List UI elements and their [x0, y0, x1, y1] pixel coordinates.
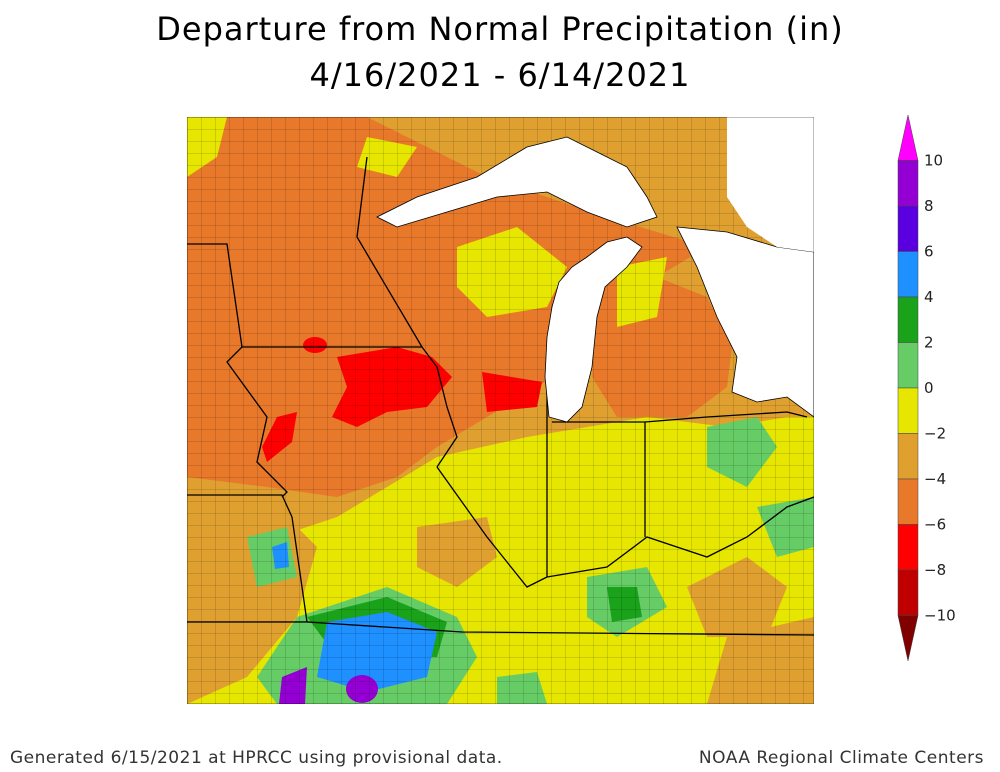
legend-bin: [897, 342, 919, 389]
legend-tick-label: 2: [924, 334, 934, 352]
map-title: Departure from Normal Precipitation (in): [156, 10, 844, 48]
legend-bin: [897, 478, 919, 525]
legend-bar: [897, 114, 919, 662]
legend-bin: [897, 205, 919, 252]
legend-tick-label: 4: [924, 288, 934, 306]
lake-huron-erie: [676, 226, 814, 418]
legend-tick-label: −2: [924, 425, 946, 443]
legend-tick-label: −8: [924, 561, 946, 579]
legend-tick-label: −4: [924, 470, 946, 488]
legend-bin: [897, 433, 919, 480]
legend-tick-label: 6: [924, 243, 934, 261]
map-date-range: 4/16/2021 - 6/14/2021: [309, 56, 691, 94]
legend-ticks: 10 8 6 4 2 0 −2 −4 −6 −8 −10: [924, 152, 956, 625]
lake-superior: [376, 136, 658, 228]
footer-source: NOAA Regional Climate Centers: [698, 748, 984, 768]
precipitation-map: [187, 117, 814, 704]
state-borders: [187, 156, 814, 636]
legend-tick-label: −6: [924, 516, 946, 534]
legend-bin: [897, 524, 919, 571]
canada-area: [727, 117, 814, 252]
legend-bin: [897, 387, 919, 434]
color-legend: 10 8 6 4 2 0 −2 −4 −6 −8 −10: [897, 114, 956, 662]
county-lines: [187, 117, 814, 704]
legend-bin: [897, 615, 919, 662]
legend-tick-label: 10: [924, 152, 943, 170]
legend-tick-label: −10: [924, 607, 956, 625]
legend-tick-label: 0: [924, 379, 934, 397]
legend-bin: [897, 251, 919, 298]
legend-tick-label: 8: [924, 197, 934, 215]
legend-bin: [897, 569, 919, 616]
legend-bin: [897, 160, 919, 207]
footer-generated: Generated 6/15/2021 at HPRCC using provi…: [10, 748, 503, 768]
legend-bin: [897, 114, 919, 161]
lake-michigan: [544, 236, 643, 423]
legend-bin: [897, 296, 919, 343]
